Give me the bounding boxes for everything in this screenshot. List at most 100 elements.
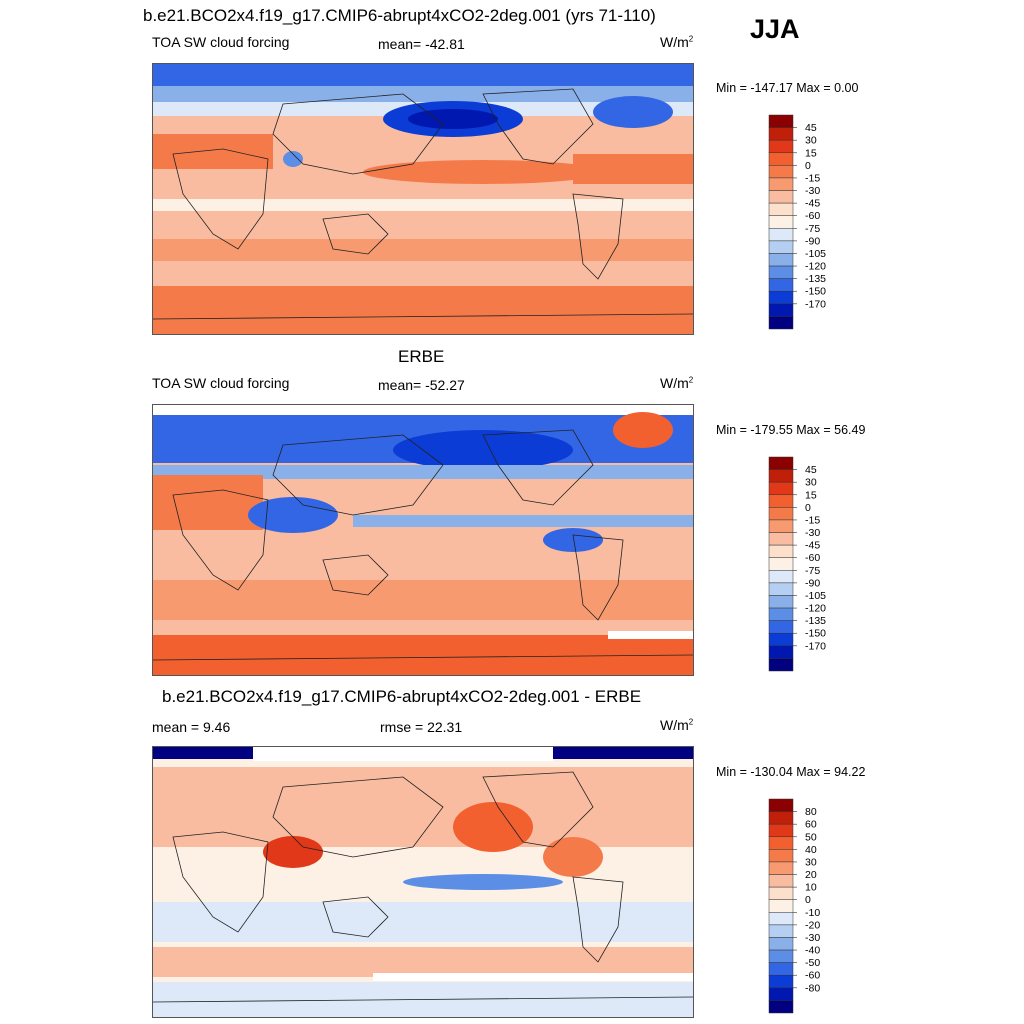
panel-3-colorbar-label: -20	[805, 919, 820, 931]
panel-1-coast-north-america	[482, 88, 594, 165]
panel-3-colorbar-swatch	[768, 962, 794, 976]
panel-3-colorbar-label: 40	[805, 844, 817, 856]
panel-2-colorbar-label: -150	[805, 628, 826, 640]
panel-1-colorbar-label: -105	[805, 248, 826, 260]
panel-1-colorbar-swatch	[768, 316, 794, 330]
panel-1-colorbar-label: 15	[805, 147, 817, 159]
panel-3-colorbar-swatch	[768, 849, 794, 863]
panel-3-colorbar-swatch	[768, 949, 794, 963]
panel-3-colorbar-swatch	[768, 974, 794, 989]
panel-3-title: b.e21.BCO2x4.f19_g17.CMIP6-abrupt4xCO2-2…	[162, 687, 642, 706]
panel-2-colorbar-swatch	[768, 645, 794, 659]
panel-1-southern-ocean-band	[153, 286, 693, 334]
panel-1-coast-australia	[322, 213, 389, 255]
panel-1-colorbar-swatch	[768, 253, 794, 267]
panel-3-colorbar-label: 80	[805, 806, 817, 818]
panel-3-colorbar-swatch	[768, 874, 794, 888]
panel-1-colorbar-label: -30	[805, 185, 820, 197]
panel-2-coast-australia	[322, 554, 389, 596]
panel-1-variable-label: TOA SW cloud forcing	[152, 34, 290, 50]
panel-2-colorbar-swatch	[768, 507, 794, 521]
panel-1-north-atlantic-low	[593, 96, 673, 128]
panel-2-colorbar-label: -45	[805, 540, 820, 552]
panel-2-colorbar-swatch	[768, 469, 794, 483]
panel-3-colorbar-swatch	[768, 861, 794, 875]
panel-2-colorbar-swatch	[768, 481, 794, 496]
panel-1-colorbar-swatch	[768, 215, 794, 229]
panel-3-units: W/m2	[660, 717, 694, 733]
panel-3-colorbar-label: 50	[805, 831, 817, 843]
panel-3-coast-north-america	[482, 771, 594, 848]
panel-2-greenland-warm	[613, 412, 673, 448]
panel-2-itcz-band	[353, 515, 693, 527]
panel-1-colorbar-swatch	[768, 265, 794, 279]
panel-1-colorbar-swatch	[768, 228, 794, 242]
panel-2-colorbar-swatch	[768, 456, 794, 470]
panel-3-colorbar-label: 0	[805, 894, 811, 906]
panel-3-colorbar-swatch	[768, 1000, 794, 1014]
panel-1-coast-south-america	[572, 193, 624, 280]
panel-2-colorbar-label: 0	[805, 502, 811, 514]
panel-3-colorbar-label: 60	[805, 819, 817, 831]
panel-2-colorbar-label: -90	[805, 577, 820, 589]
panel-2-monsoon-cell	[248, 497, 338, 533]
panel-3-colorbar-label: 10	[805, 882, 817, 894]
panel-2-colorbar-label: -30	[805, 527, 820, 539]
panel-3-colorbar: 80 60 50 40 30 20 10 0 -10 -20 -30 -40 -50 -60 -80	[768, 798, 820, 1014]
panel-1-coast-antarctica	[153, 313, 693, 320]
panel-3-subtropical-cool	[153, 902, 693, 942]
panel-1-colorbar-label: -150	[805, 286, 826, 298]
panel-1-colorbar-label: -90	[805, 235, 820, 247]
panel-3-rmse-label: rmse = 22.31	[380, 719, 463, 735]
panel-3-coast-antarctica	[153, 996, 693, 1003]
panel-1-colorbar-label: -135	[805, 273, 826, 285]
panel-3-itcz-cold	[403, 874, 563, 890]
panel-2-colorbar-label: 45	[805, 464, 817, 476]
panel-2-missing-antarctic	[608, 631, 693, 639]
panel-2-colorbar-swatch	[768, 570, 794, 584]
panel-2-colorbar-label: -120	[805, 603, 826, 615]
season-label: JJA	[750, 14, 800, 44]
panel-3-colorbar-swatch	[768, 886, 794, 900]
panel-1-colorbar-label: -60	[805, 210, 820, 222]
panel-3-colorbar-swatch	[768, 937, 794, 951]
panel-2-colorbar-swatch	[768, 620, 794, 634]
panel-2-colorbar-swatch	[768, 658, 794, 672]
panel-1-south-band	[153, 239, 693, 261]
panel-2-north-pacific-low	[393, 430, 573, 470]
panel-2-southern-ocean-band	[153, 635, 693, 675]
panel-1-colorbar-swatch	[768, 190, 794, 204]
panel-3-colorbar-swatch	[768, 836, 794, 850]
panel-1-colorbar: 45 30 15 0 -15 -30 -45 -60 -75 -90 -105 -120 -135 -15…	[768, 114, 826, 330]
panel-2-coast-asia	[272, 434, 444, 516]
panel-1-colorbar-swatch	[768, 278, 794, 292]
panel-1-colorbar-swatch	[768, 240, 794, 254]
panel-3-colorbar-label: -50	[805, 957, 820, 969]
panel-3-missing-arctic	[253, 747, 553, 761]
panel-3-coast-australia	[322, 896, 389, 938]
panel-3-colorbar-label: -80	[805, 982, 820, 994]
panel-2-colorbar: 45 30 15 0 -15 -30 -45 -60 -75 -90 -105 -120 -135 -15…	[768, 456, 826, 672]
panel-1-pacific-stratocumulus	[363, 160, 603, 184]
panel-2-colorbar-swatch	[768, 532, 794, 546]
panel-2-coast-africa	[172, 489, 269, 591]
panel-2-colorbar-label: -135	[805, 615, 826, 627]
panel-2-amazon-cell	[543, 528, 603, 552]
panel-1-colorbar-label: 30	[805, 135, 817, 147]
panel-1-colorbar-swatch	[768, 152, 794, 166]
panel-2-colorbar-label: -75	[805, 565, 820, 577]
panel-2-title: ERBE	[398, 347, 445, 366]
panel-2-colorbar-swatch	[768, 607, 794, 621]
panel-1-north-pacific-core	[408, 109, 498, 129]
panel-3-colorbar-label: 30	[805, 856, 817, 868]
panel-1-mean-label: mean= -42.81	[378, 36, 465, 52]
panel-1-monsoon-cell	[283, 151, 303, 167]
panel-3-missing-antarctic	[373, 973, 693, 981]
panel-3-northern-warm	[153, 767, 693, 847]
panel-3-colorbar-swatch	[768, 823, 794, 838]
panel-2-colorbar-swatch	[768, 494, 794, 508]
panel-1-units: W/m2	[660, 34, 694, 50]
panel-3-min-max: Min = -130.04 Max = 94.22	[716, 765, 866, 779]
panel-3-coast-south-america	[572, 876, 624, 963]
panel-3-south-warm	[153, 947, 693, 977]
